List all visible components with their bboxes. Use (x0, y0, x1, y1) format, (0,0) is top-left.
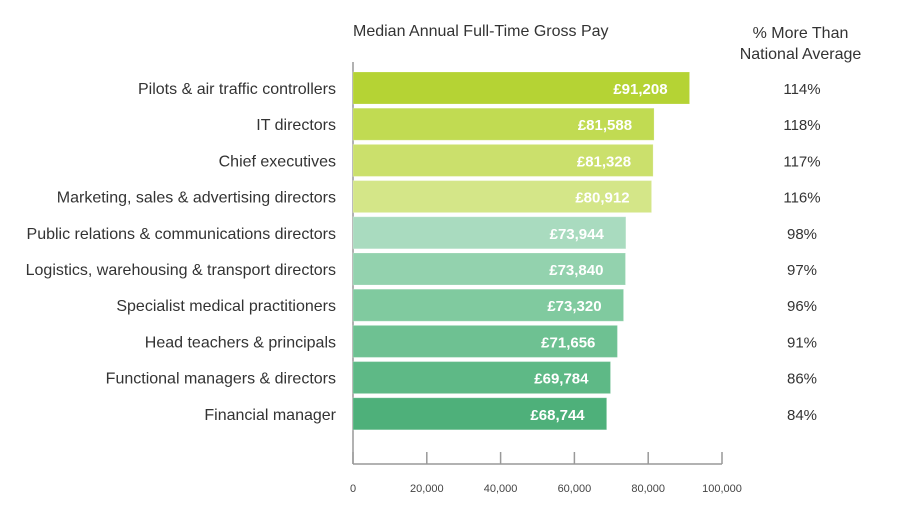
pct-more-label: 91% (787, 334, 817, 351)
bar-value-label: £81,588 (578, 117, 632, 134)
bar (352, 71, 691, 105)
category-label: IT directors (256, 117, 336, 134)
bar-value-label: £68,744 (530, 407, 585, 424)
bar (352, 216, 627, 250)
bar (352, 324, 618, 358)
bar-value-label: £80,912 (575, 190, 629, 207)
chart-title: Median Annual Full-Time Gross Pay (353, 23, 609, 40)
x-tick-label: 60,000 (558, 483, 592, 495)
category-label: Pilots & air traffic controllers (138, 81, 336, 98)
bar (352, 107, 655, 141)
bar (352, 288, 625, 322)
x-tick-label: 100,000 (702, 483, 742, 495)
bar-value-label: £73,840 (549, 262, 603, 279)
category-label: Chief executives (219, 153, 336, 170)
bar-value-label: £73,944 (550, 226, 605, 243)
bar (352, 397, 608, 431)
bar (352, 180, 653, 214)
pct-column-title: % More Than National Average (739, 25, 862, 63)
pct-more-label: 118% (783, 117, 820, 134)
pct-more-label: 84% (787, 407, 817, 424)
x-tick-label: 80,000 (631, 483, 665, 495)
pct-more-label: 98% (787, 226, 817, 243)
category-label: Public relations & communications direct… (27, 226, 336, 243)
category-label: Logistics, warehousing & transport direc… (26, 262, 336, 279)
category-label: Marketing, sales & advertising directors (57, 190, 336, 207)
x-tick-label: 40,000 (484, 483, 518, 495)
pct-more-label: 117% (783, 153, 820, 170)
bar-value-label: £73,320 (547, 298, 601, 315)
bar (352, 143, 654, 177)
bar-value-label: £81,328 (577, 153, 631, 170)
pct-more-label: 114% (783, 81, 820, 98)
category-label: Financial manager (204, 407, 336, 424)
category-label: Specialist medical practitioners (116, 298, 336, 315)
bar (352, 361, 612, 395)
bar-value-label: £91,208 (613, 81, 667, 98)
pct-more-label: 97% (787, 262, 817, 279)
bar (352, 252, 626, 286)
pct-more-label: 96% (787, 298, 817, 315)
x-tick-label: 0 (350, 483, 356, 495)
category-label: Head teachers & principals (145, 334, 336, 351)
category-label: Functional managers & directors (106, 371, 336, 388)
bar-value-label: £71,656 (541, 334, 595, 351)
x-tick-label: 20,000 (410, 483, 444, 495)
pct-more-label: 86% (787, 371, 817, 388)
pct-more-label: 116% (783, 190, 820, 207)
bar-value-label: £69,784 (534, 371, 589, 388)
